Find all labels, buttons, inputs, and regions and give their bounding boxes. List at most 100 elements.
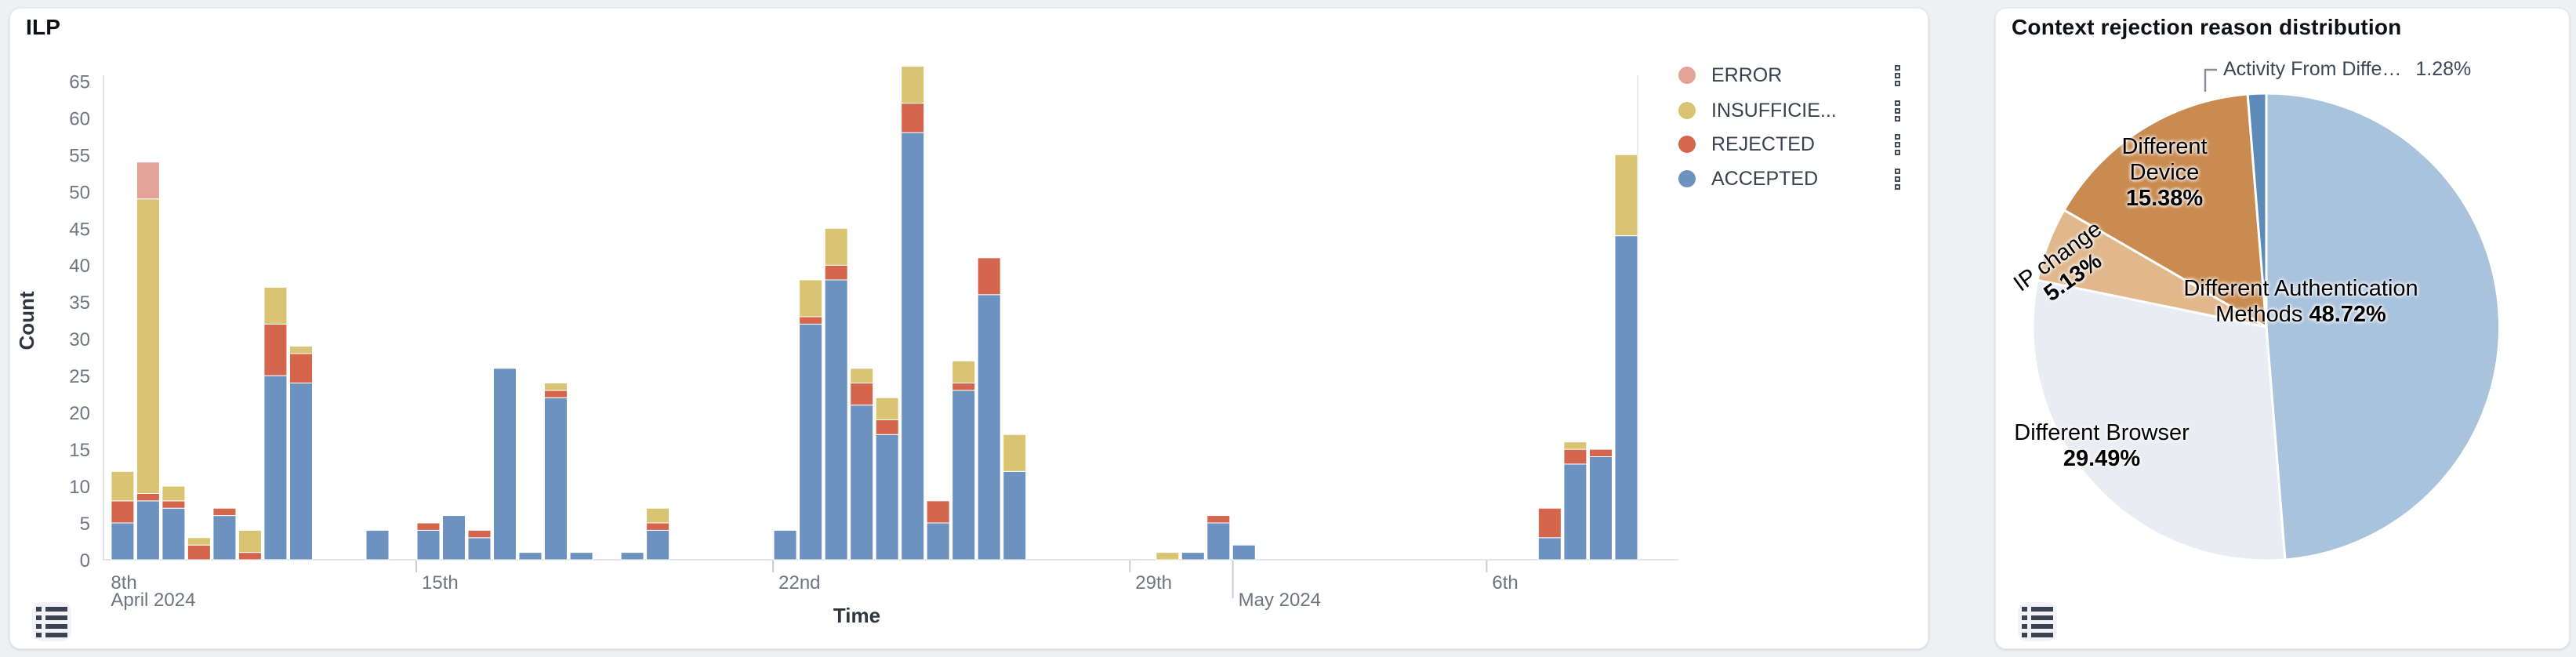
bar-segment-insufficient[interactable] <box>544 383 568 391</box>
bar-segment-insufficient[interactable] <box>952 360 976 384</box>
bar-segment-accepted[interactable] <box>799 323 823 561</box>
ilp-chart-panel: ILP 0 5 10 15 20 25 30 35 40 45 50 55 60 65 Count 8th Ap… <box>9 8 1928 649</box>
bar-segment-accepted[interactable] <box>824 279 848 561</box>
bar-segment-rejected[interactable] <box>238 552 262 561</box>
bar-segment-accepted[interactable] <box>1614 235 1638 561</box>
kebab-menu-icon[interactable] <box>1895 132 1900 156</box>
pie-slice-different-device[interactable] <box>2063 93 2268 328</box>
bar-segment-accepted[interactable] <box>1232 544 1256 561</box>
bar-segment-rejected[interactable] <box>799 316 823 325</box>
kebab-menu-icon[interactable] <box>1895 167 1900 191</box>
bar-segment-rejected[interactable] <box>212 507 237 517</box>
bar-segment-accepted[interactable] <box>467 537 492 561</box>
panel-data-view-button[interactable] <box>2018 602 2057 641</box>
bar-segment-accepted[interactable] <box>1589 456 1613 561</box>
y-tick-label: 55 <box>69 145 90 166</box>
bar-segment-rejected[interactable] <box>875 419 899 435</box>
bar-segment-rejected[interactable] <box>1563 448 1587 465</box>
bar-segment-accepted[interactable] <box>1537 537 1562 561</box>
bar-segment-rejected[interactable] <box>136 493 160 502</box>
bar-segment-accepted[interactable] <box>416 529 441 561</box>
bar-segment-accepted[interactable] <box>518 552 542 561</box>
bar-segment-insufficient[interactable] <box>111 470 135 502</box>
y-tick-label: 65 <box>69 71 90 93</box>
bar-segment-rejected[interactable] <box>263 323 288 376</box>
legend-item-accepted[interactable]: ACCEPTED <box>1677 165 1900 192</box>
bar-segment-accepted[interactable] <box>875 434 899 561</box>
bar-segment-accepted[interactable] <box>289 383 313 561</box>
pie-slice-activity-from-diffe[interactable] <box>2246 92 2268 328</box>
bar-segment-accepted[interactable] <box>1181 552 1205 561</box>
bar-segment-error[interactable] <box>136 162 160 200</box>
bar-segment-insufficient[interactable] <box>1156 552 1180 561</box>
bar-segment-accepted[interactable] <box>1206 522 1231 561</box>
bar-segment-insufficient[interactable] <box>1003 434 1027 472</box>
bar-segment-insufficient[interactable] <box>901 66 925 104</box>
bar-segment-rejected[interactable] <box>161 500 186 509</box>
bar-segment-rejected[interactable] <box>111 500 135 524</box>
pie-slice-different-browser[interactable] <box>2031 278 2287 562</box>
bar-segment-accepted[interactable] <box>646 529 670 561</box>
bar-segment-rejected[interactable] <box>187 544 211 561</box>
bar-segment-insufficient[interactable] <box>850 368 874 384</box>
bar-segment-insufficient[interactable] <box>238 529 262 554</box>
bar-segment-insufficient[interactable] <box>824 227 848 266</box>
bar-segment-accepted[interactable] <box>1003 470 1027 561</box>
bar-segment-rejected[interactable] <box>544 390 568 398</box>
list-icon <box>36 604 67 639</box>
bar-segment-accepted[interactable] <box>365 529 390 561</box>
bar-segment-accepted[interactable] <box>111 522 135 561</box>
bar-segment-rejected[interactable] <box>824 264 848 281</box>
bar-segment-accepted[interactable] <box>161 507 186 561</box>
bar-segment-rejected[interactable] <box>1537 507 1562 539</box>
bar-segment-accepted[interactable] <box>620 552 644 561</box>
legend-item-error[interactable]: ERROR <box>1677 62 1900 89</box>
pie-label-percent: 15.38% <box>2125 186 2204 211</box>
bar-segment-rejected[interactable] <box>646 522 670 531</box>
bar-segment-insufficient[interactable] <box>263 286 288 325</box>
bar-segment-accepted[interactable] <box>136 500 160 561</box>
bar-segment-rejected[interactable] <box>977 257 1001 296</box>
bar-segment-accepted[interactable] <box>850 405 874 561</box>
panel-title: Context rejection reason distribution <box>2012 15 2402 39</box>
y-tick-label: 40 <box>69 256 90 277</box>
kebab-menu-icon[interactable] <box>1895 99 1900 122</box>
bar-segment-insufficient[interactable] <box>799 279 823 318</box>
bar-segment-accepted[interactable] <box>901 132 925 561</box>
bar-segment-insufficient[interactable] <box>646 507 670 524</box>
bar-segment-accepted[interactable] <box>952 390 976 561</box>
kebab-menu-icon[interactable] <box>1895 64 1900 87</box>
bar-segment-rejected[interactable] <box>850 383 874 406</box>
bar-segment-insufficient[interactable] <box>161 485 186 502</box>
legend-swatch-icon <box>1678 170 1696 187</box>
legend-item-insufficie[interactable]: INSUFFICIE... <box>1677 97 1900 124</box>
bar-segment-rejected[interactable] <box>1589 448 1613 457</box>
bar-segment-insufficient[interactable] <box>187 537 211 546</box>
bar-segment-insufficient[interactable] <box>289 346 313 354</box>
bar-segment-accepted[interactable] <box>773 529 797 561</box>
bar-segment-accepted[interactable] <box>493 368 517 561</box>
bar-segment-accepted[interactable] <box>926 522 950 561</box>
bar-segment-rejected[interactable] <box>467 529 492 539</box>
legend-item-rejected[interactable]: REJECTED <box>1677 131 1900 158</box>
bar-segment-accepted[interactable] <box>212 515 237 561</box>
bar-segment-rejected[interactable] <box>926 500 950 524</box>
bar-segment-insufficient[interactable] <box>1614 154 1638 237</box>
bar-segment-insufficient[interactable] <box>875 397 899 420</box>
panel-title: ILP <box>26 15 61 39</box>
bar-segment-accepted[interactable] <box>263 375 288 561</box>
bar-segment-rejected[interactable] <box>901 103 925 133</box>
bar-segment-insufficient[interactable] <box>136 198 160 494</box>
bar-segment-accepted[interactable] <box>1563 463 1587 561</box>
bar-segment-accepted[interactable] <box>977 294 1001 561</box>
pie-slice-different-authentication-methods[interactable] <box>2265 92 2502 561</box>
panel-data-view-button[interactable] <box>32 602 71 641</box>
bar-segment-rejected[interactable] <box>952 383 976 391</box>
bar-segment-rejected[interactable] <box>416 522 441 531</box>
bar-segment-accepted[interactable] <box>544 397 568 561</box>
bar-segment-accepted[interactable] <box>442 515 466 561</box>
bar-segment-rejected[interactable] <box>289 353 313 384</box>
bar-segment-rejected[interactable] <box>1206 515 1231 524</box>
bar-segment-insufficient[interactable] <box>1563 441 1587 450</box>
bar-segment-accepted[interactable] <box>569 552 593 561</box>
